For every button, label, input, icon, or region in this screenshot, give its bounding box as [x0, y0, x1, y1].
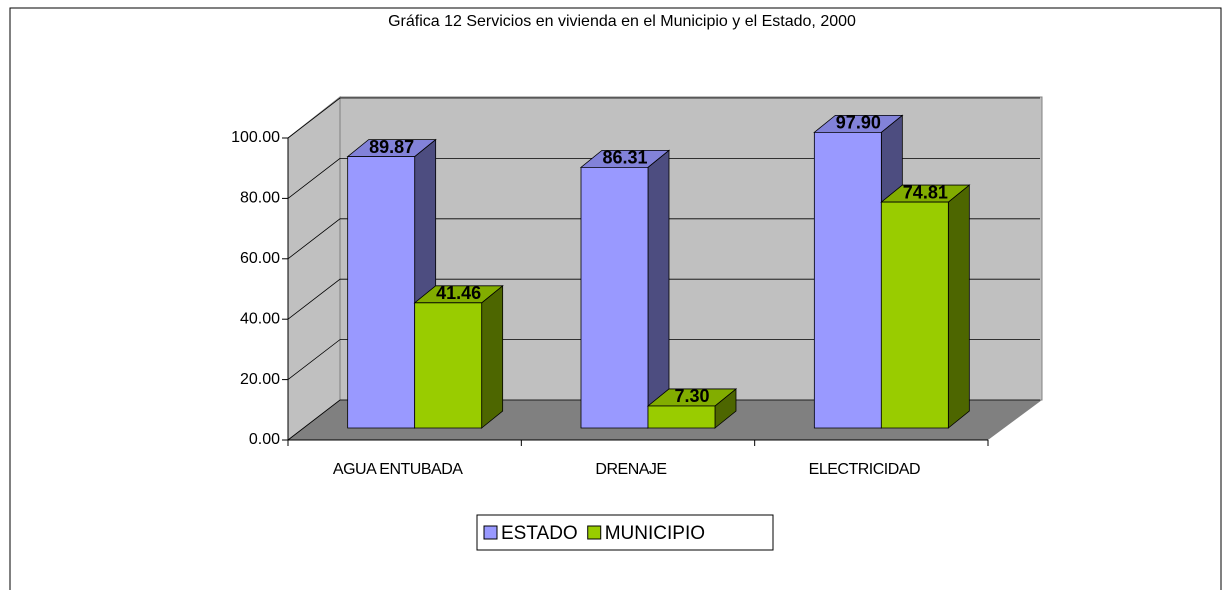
- x-tick-label: DRENAJE: [595, 461, 666, 478]
- bar-front: [580, 166, 649, 429]
- bar-front: [647, 405, 716, 429]
- y-tick-label: 100.00: [231, 129, 280, 146]
- bar: [880, 184, 971, 429]
- value-label: 86.31: [602, 148, 647, 168]
- legend-swatch: [483, 525, 498, 540]
- chart-title: Gráfica 12 Servicios en vivienda en el M…: [388, 13, 856, 30]
- bar: [413, 284, 504, 429]
- chart-frame: [9, 7, 1222, 590]
- bar-side: [481, 284, 504, 429]
- legend-label: ESTADO: [501, 523, 578, 544]
- value-label: 89.87: [369, 137, 414, 157]
- bar: [579, 149, 671, 429]
- grid-line: [287, 218, 1040, 260]
- legend-box: [476, 514, 774, 551]
- y-tick-label: 20.00: [240, 371, 280, 388]
- y-tick-label: 80.00: [240, 190, 280, 207]
- y-tick-label: 0.00: [249, 431, 280, 448]
- y-tick-label: 40.00: [240, 310, 280, 327]
- bar-front: [813, 131, 882, 429]
- value-label: 7.30: [674, 386, 709, 406]
- x-tick-label: ELECTRICIDAD: [809, 461, 920, 478]
- legend-label: MUNICIPIO: [605, 523, 705, 544]
- bar-side: [947, 184, 970, 429]
- bar-front: [347, 156, 416, 429]
- grid-line: [287, 339, 1040, 380]
- bar-front: [880, 201, 949, 429]
- legend-swatch: [587, 525, 602, 540]
- value-label: 41.46: [436, 283, 481, 303]
- bar: [646, 388, 738, 429]
- side-wall: [287, 95, 341, 442]
- bar-side: [647, 149, 670, 429]
- bar-front: [414, 302, 483, 429]
- value-label: 97.90: [836, 113, 881, 133]
- y-tick-label: 60.00: [240, 250, 280, 267]
- value-label: 74.81: [903, 182, 948, 202]
- x-tick-label: AGUA ENTUBADA: [333, 461, 463, 478]
- grid-line: [287, 399, 1040, 441]
- grid-line: [287, 157, 1040, 199]
- grid-line: [287, 278, 1040, 320]
- grid-line: [287, 97, 1040, 139]
